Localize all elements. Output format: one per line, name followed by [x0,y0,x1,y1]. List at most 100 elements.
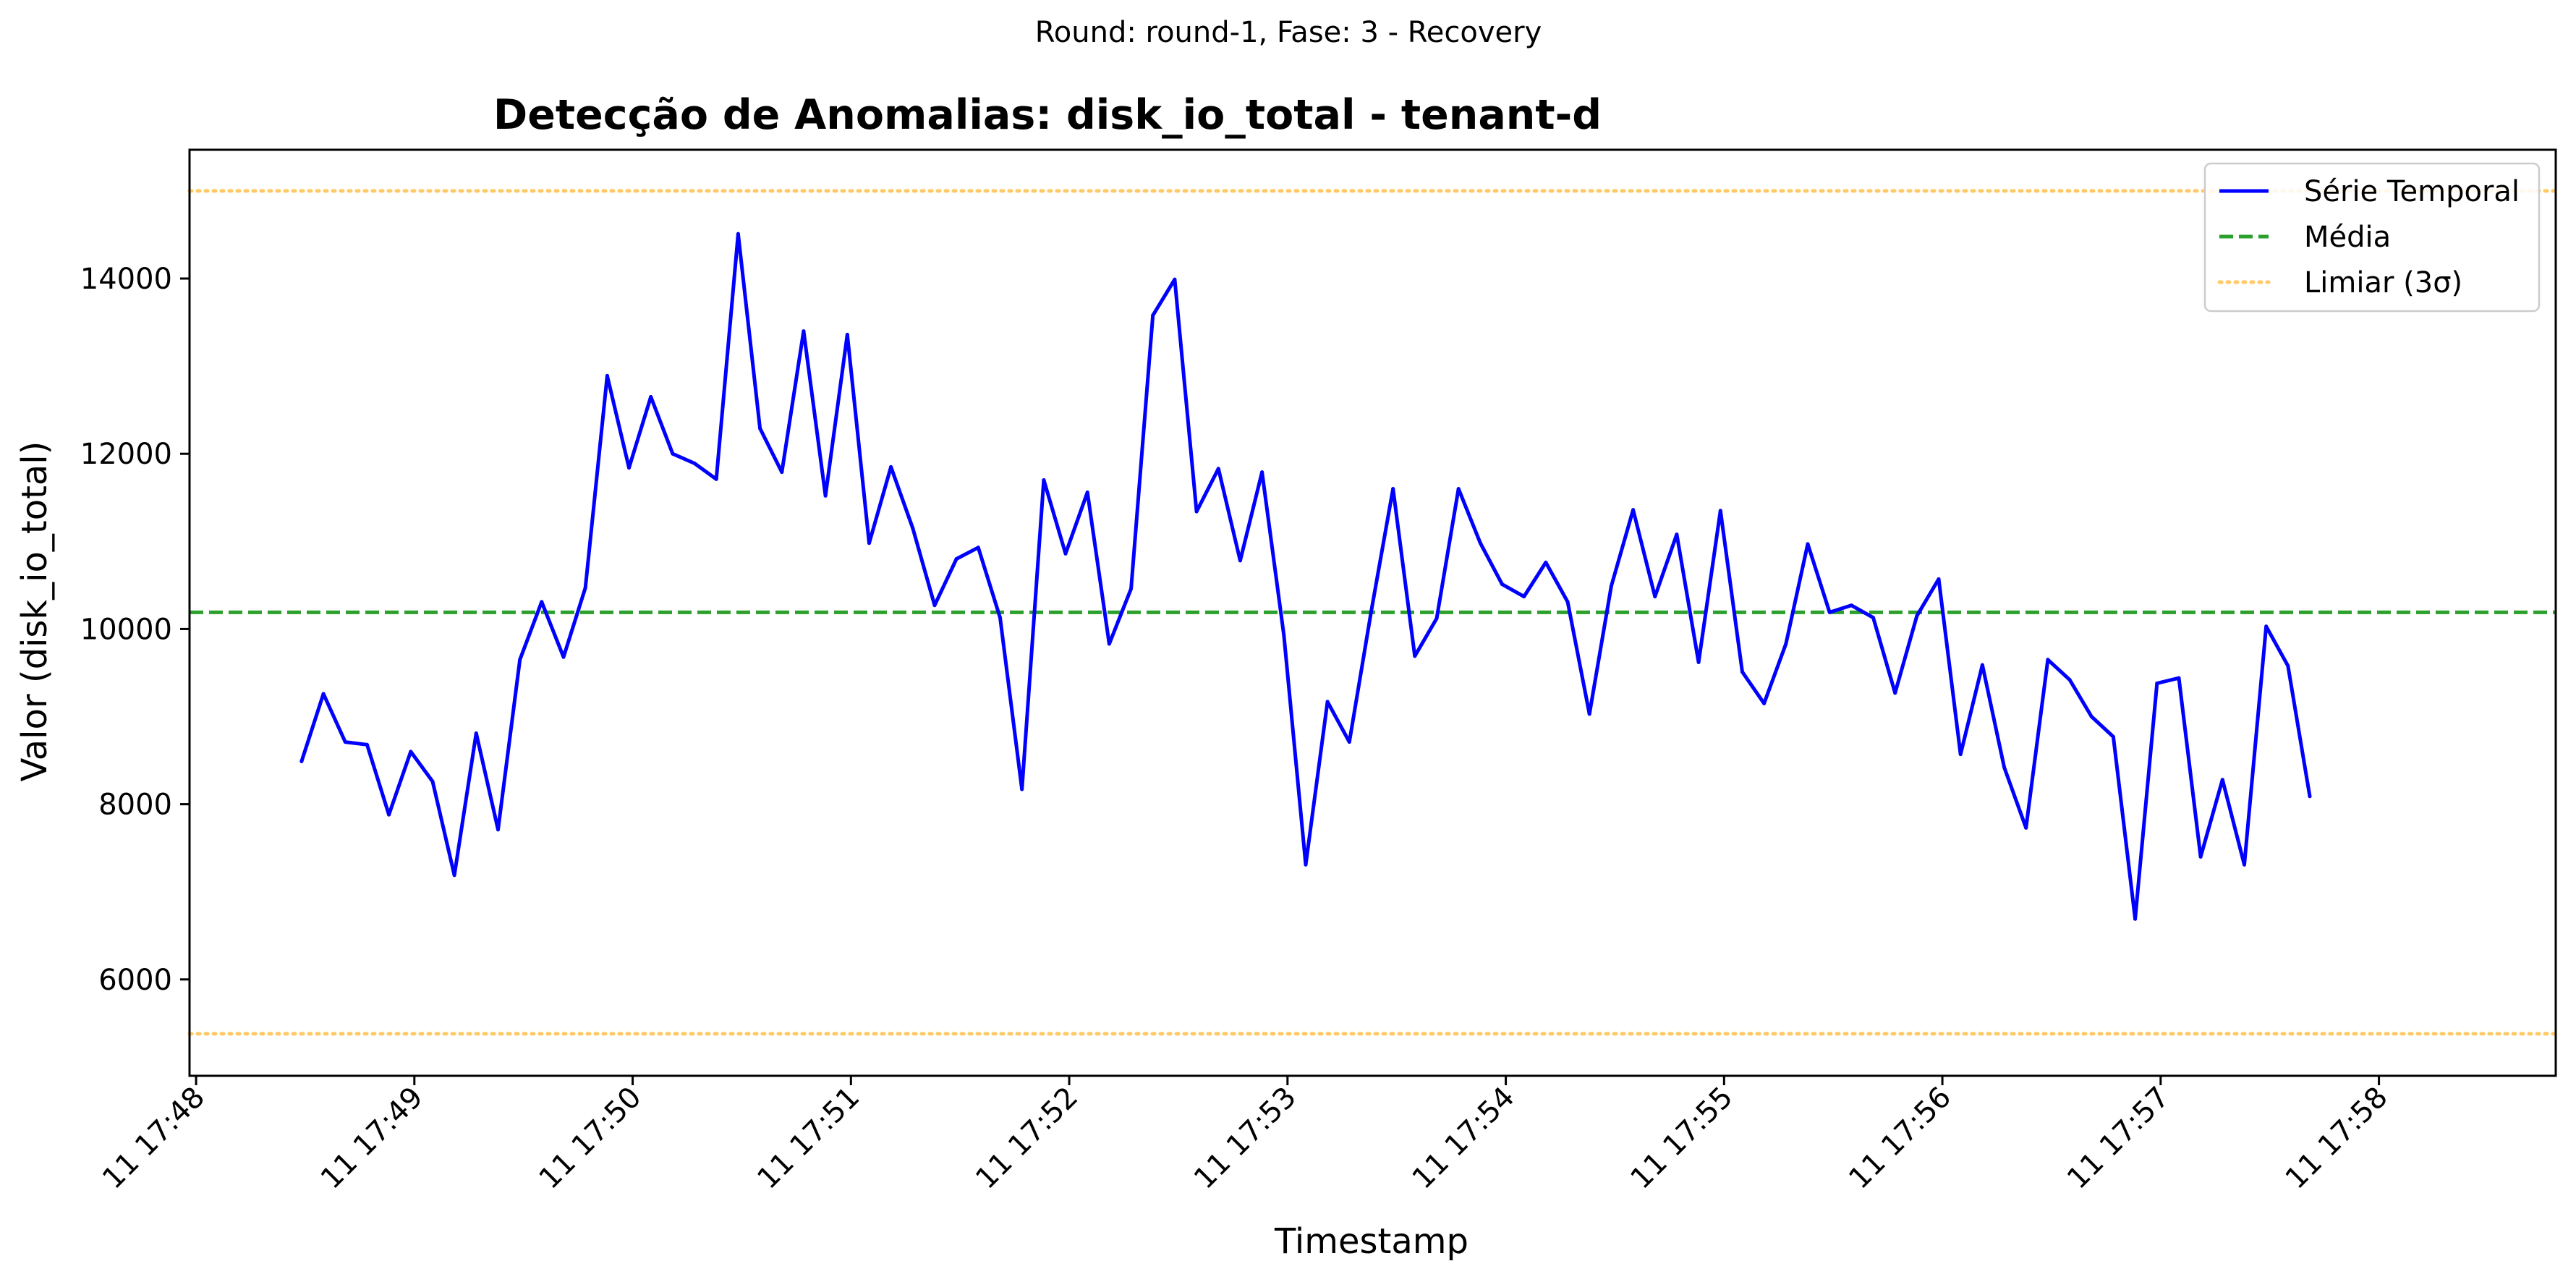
data-point [1304,862,1308,867]
data-point [1587,712,1591,716]
data-point [1544,560,1548,564]
data-point [692,462,697,465]
data-point [496,828,500,832]
chart-title: Detecção de Anomalias: disk_io_total - t… [493,91,1602,139]
legend-label-series: Série Temporal [2304,175,2520,208]
data-point [2111,734,2115,739]
data-point [714,477,718,481]
data-point [823,493,828,498]
data-point [452,873,456,878]
data-point [1282,633,1286,637]
data-point [561,655,566,659]
data-point [540,600,544,604]
data-point [736,232,740,236]
data-point [976,546,980,550]
data-point [2024,825,2028,830]
data-point [1565,600,1570,604]
data-point [2133,917,2138,921]
data-point [2198,854,2203,859]
data-point [2220,778,2224,782]
data-point [1260,470,1264,475]
data-point [1784,642,1788,646]
data-point [605,373,609,378]
data-point [1718,509,1722,513]
data-point [1173,277,1177,281]
data-point [2067,678,2072,682]
data-point [1020,787,1024,791]
data-point [1827,610,1832,614]
data-point [1478,541,1482,546]
data-point [1806,542,1810,546]
y-axis: 6000 8000 10000 12000 14000 [80,263,190,997]
data-point [1937,577,1941,581]
data-point [1085,491,1089,494]
data-point [518,658,522,662]
data-point [2089,715,2093,718]
y-tick-label: 8000 [98,789,172,822]
y-tick-label: 12000 [80,438,172,471]
data-point [2177,676,2181,680]
data-point [2002,765,2007,770]
threshold-lines [187,189,2558,1036]
data-point [1042,478,1046,482]
data-point [932,603,937,608]
data-point [1063,551,1068,556]
data-point [583,586,587,590]
data-point [1762,701,1767,705]
data-point [649,395,653,399]
data-point [1980,663,1984,667]
data-point [2308,794,2312,799]
data-point [1413,654,1417,658]
data-point [780,470,784,475]
data-point [627,466,631,470]
data-point [1391,487,1395,491]
data-point [1347,740,1351,744]
data-point [1456,487,1461,491]
data-point [321,692,326,696]
data-point [1107,642,1111,646]
data-point [2046,658,2050,662]
x-axis-label: Timestamp [1274,1221,1468,1262]
data-point [430,779,435,784]
data-point [2243,862,2246,867]
data-point [1958,752,1963,757]
data-point [998,616,1002,620]
legend: Série Temporal Média Limiar (3σ) [2203,162,2541,313]
data-point [2155,682,2159,685]
y-tick-label: 10000 [80,613,172,646]
data-point [1893,691,1897,695]
data-point [889,464,893,469]
data-point [1696,660,1701,664]
figure-suptitle: Round: round-1, Fase: 3 - Recovery [1035,16,1542,49]
data-point [1675,532,1679,537]
data-point [474,731,478,735]
data-point [758,426,762,430]
y-tick-label: 14000 [80,263,172,296]
plot-frame [188,148,2557,1077]
data-point [1129,587,1134,591]
data-point [1915,614,1919,618]
data-point [867,541,871,546]
y-axis-label: Valor (disk_io_total) [14,441,55,782]
data-point [845,333,849,336]
y-tick-label: 6000 [98,964,172,997]
data-point [1522,595,1526,599]
data-point [671,451,675,456]
time-series-line [299,232,2312,921]
data-point [1653,595,1657,599]
data-point [911,526,915,530]
data-point [1631,508,1636,512]
data-point [2286,663,2290,668]
data-point [1500,582,1504,587]
data-point [1216,467,1220,471]
data-point [1740,670,1744,674]
data-point [299,759,304,763]
legend-label-mean: Média [2304,221,2391,254]
data-point [1849,603,1853,608]
legend-label-threshold: Limiar (3σ) [2304,266,2462,300]
data-point [1151,313,1155,318]
data-point [1434,616,1439,621]
data-point [1194,509,1199,514]
data-point [1871,616,1875,620]
